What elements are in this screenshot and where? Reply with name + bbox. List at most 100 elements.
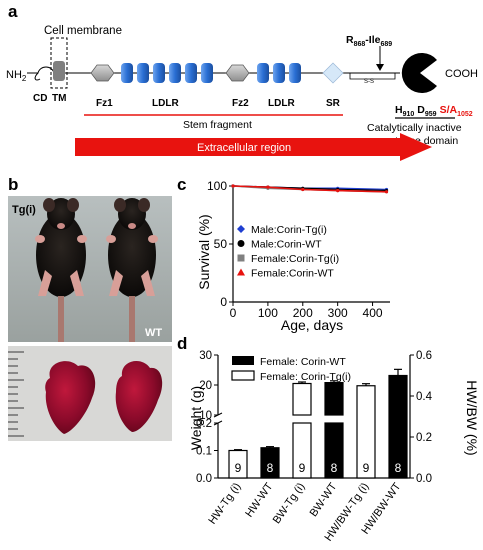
tm-label: TM [52, 93, 66, 104]
stem-fragment-label: Stem fragment [183, 119, 252, 131]
survival-point [301, 187, 305, 192]
ldlr-module [289, 63, 301, 83]
bar-n-label: 9 [299, 461, 306, 475]
panel-c-letter: c [177, 175, 186, 194]
bar [292, 382, 312, 416]
panel-a: a Cell membrane NH2 CD TM Fz1 LDLR Fz2 [6, 2, 478, 161]
cd-loop [34, 72, 41, 81]
heart-tg [45, 361, 96, 434]
ldlr-module [185, 63, 197, 83]
left-tick-label: 20 [199, 380, 212, 392]
left-tick-label: 10 [199, 410, 212, 422]
right-tick-label: 0.6 [416, 350, 432, 362]
panel-a-letter: a [8, 2, 18, 21]
ldlr-module [273, 63, 285, 83]
survival-y-tick-label: 50 [214, 237, 228, 251]
bar-n-label: 8 [267, 461, 274, 475]
survival-xlabel: Age, days [281, 317, 343, 333]
fz1-domain [90, 64, 115, 82]
legend-label-wt: Female: Corin-WT [260, 356, 346, 368]
fz2-domain [225, 64, 250, 82]
survival-x-tick-label: 400 [363, 306, 383, 320]
ldlr-group-1 [121, 63, 213, 83]
membrane-box [50, 37, 68, 89]
survival-legend-label: Female:Corin-Tg(i) [251, 253, 339, 265]
cleavage-arrowhead [376, 64, 384, 71]
protease-domain [401, 53, 437, 93]
ldlr-module [201, 63, 213, 83]
sr-label: SR [326, 98, 341, 109]
panel-b-letter: b [8, 175, 18, 194]
survival-point [266, 185, 270, 189]
left-tick-label: 30 [199, 350, 212, 362]
legend-swatch-wt [232, 356, 254, 365]
survival-legend-label: Female:Corin-WT [251, 268, 334, 280]
mouse-wt [106, 198, 158, 342]
ldlr-module [153, 63, 165, 83]
cell-membrane-label: Cell membrane [44, 25, 122, 37]
extracellular-label: Extracellular region [197, 142, 291, 154]
panel-d-letter: d [177, 334, 187, 353]
legend-swatch-tg [231, 370, 255, 381]
bar-category-label: HW-Tg (i) [206, 481, 243, 527]
survival-x-tick-label: 100 [258, 306, 278, 320]
bar-n-label: 9 [363, 461, 370, 475]
bar-category-label: BW-Tg (i) [271, 481, 308, 526]
survival-x-tick-label: 0 [230, 306, 237, 320]
ldlr-module [137, 63, 149, 83]
survival-point [231, 184, 235, 188]
sr-domain [322, 62, 344, 84]
bar-n-label: 8 [395, 461, 402, 475]
heart-wt [115, 361, 163, 432]
ldlr-group-2 [257, 63, 301, 83]
weight-ylabel-left: Weight (g) [188, 386, 204, 450]
residue-labels: H910 D959 S/A1052 [395, 104, 473, 118]
left-tick-label: 0.2 [196, 418, 212, 430]
fz2-label: Fz2 [232, 98, 249, 109]
fz1-label: Fz1 [96, 98, 113, 109]
survival-point [336, 189, 340, 193]
protease-caption-1: Catalytically inactive [367, 122, 462, 134]
mouse-tg [35, 198, 87, 342]
cleavage-site-label: R868-Ile689 [346, 34, 392, 48]
survival-y-tick-label: 0 [220, 295, 227, 309]
right-tick-label: 0.4 [416, 391, 433, 403]
left-tick-label: 0.1 [196, 446, 212, 458]
legend-marker-circle [237, 240, 245, 247]
label-tg: Tg(i) [12, 204, 36, 216]
ldlr-module [121, 63, 133, 83]
right-tick-label: 0.2 [416, 432, 432, 444]
tm-domain [53, 61, 65, 81]
right-tick-label: 0.0 [416, 473, 432, 485]
survival-legend-label: Male:Corin-WT [251, 239, 322, 251]
legend-marker-triangle [237, 268, 245, 276]
disulfide-label: S-S [364, 79, 374, 85]
ldlr1-label: LDLR [152, 98, 179, 109]
survival-x-tick-label: 200 [293, 306, 313, 320]
c-terminus-label: COOH [445, 68, 478, 80]
survival-point [384, 190, 389, 194]
ldlr-module [257, 63, 269, 83]
ruler [8, 351, 24, 437]
bar [324, 422, 344, 479]
left-tick-label: 0.0 [196, 473, 212, 485]
survival-x-tick-label: 300 [328, 306, 348, 320]
label-wt: WT [145, 327, 162, 339]
n-terminus-label: NH2 [6, 69, 27, 83]
survival-legend-label: Male:Corin-Tg(i) [251, 224, 327, 236]
extracellular-arrow [75, 133, 432, 161]
disulfide-bracket [349, 73, 396, 80]
bar-n-label: 9 [235, 461, 242, 475]
cd-label: CD [33, 93, 47, 104]
legend-label-tg: Female: Corin-Tg(i) [260, 371, 351, 383]
survival-y-tick-label: 100 [207, 179, 227, 193]
panel-b: b Tg(i) WT [8, 175, 172, 441]
panel-c: c 0 50 100 0 100 200 300 400 Male:Corin-Tg(i) Mal… [177, 175, 390, 333]
survival-plot: 0 50 100 0 100 200 300 400 Male:Corin-Tg(i) Male:… [207, 179, 390, 320]
bar-n-label: 8 [331, 461, 338, 475]
ldlr2-label: LDLR [268, 98, 295, 109]
weight-ylabel-right: HW/BW (%) [464, 380, 480, 455]
legend-marker-diamond [237, 225, 245, 233]
